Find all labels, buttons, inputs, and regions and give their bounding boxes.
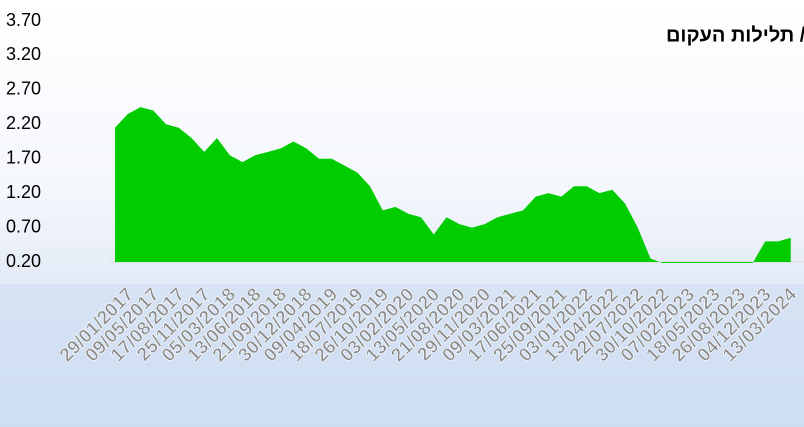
y-tick-label: 3.70 bbox=[6, 10, 41, 30]
y-tick-label: 2.20 bbox=[6, 113, 41, 133]
area bbox=[115, 107, 791, 263]
plot-area bbox=[115, 107, 791, 263]
y-tick-label: 1.20 bbox=[6, 182, 41, 202]
y-tick-label: 3.20 bbox=[6, 44, 41, 64]
chart-title: מרווח תשואות 2-10 / תלילות העקום bbox=[666, 24, 804, 46]
y-tick-label: 2.70 bbox=[6, 79, 41, 99]
axis-band bbox=[0, 284, 804, 427]
y-tick-label: 0.70 bbox=[6, 216, 41, 236]
y-tick-label: 0.20 bbox=[6, 251, 41, 271]
y-tick-label: 1.70 bbox=[6, 147, 41, 167]
